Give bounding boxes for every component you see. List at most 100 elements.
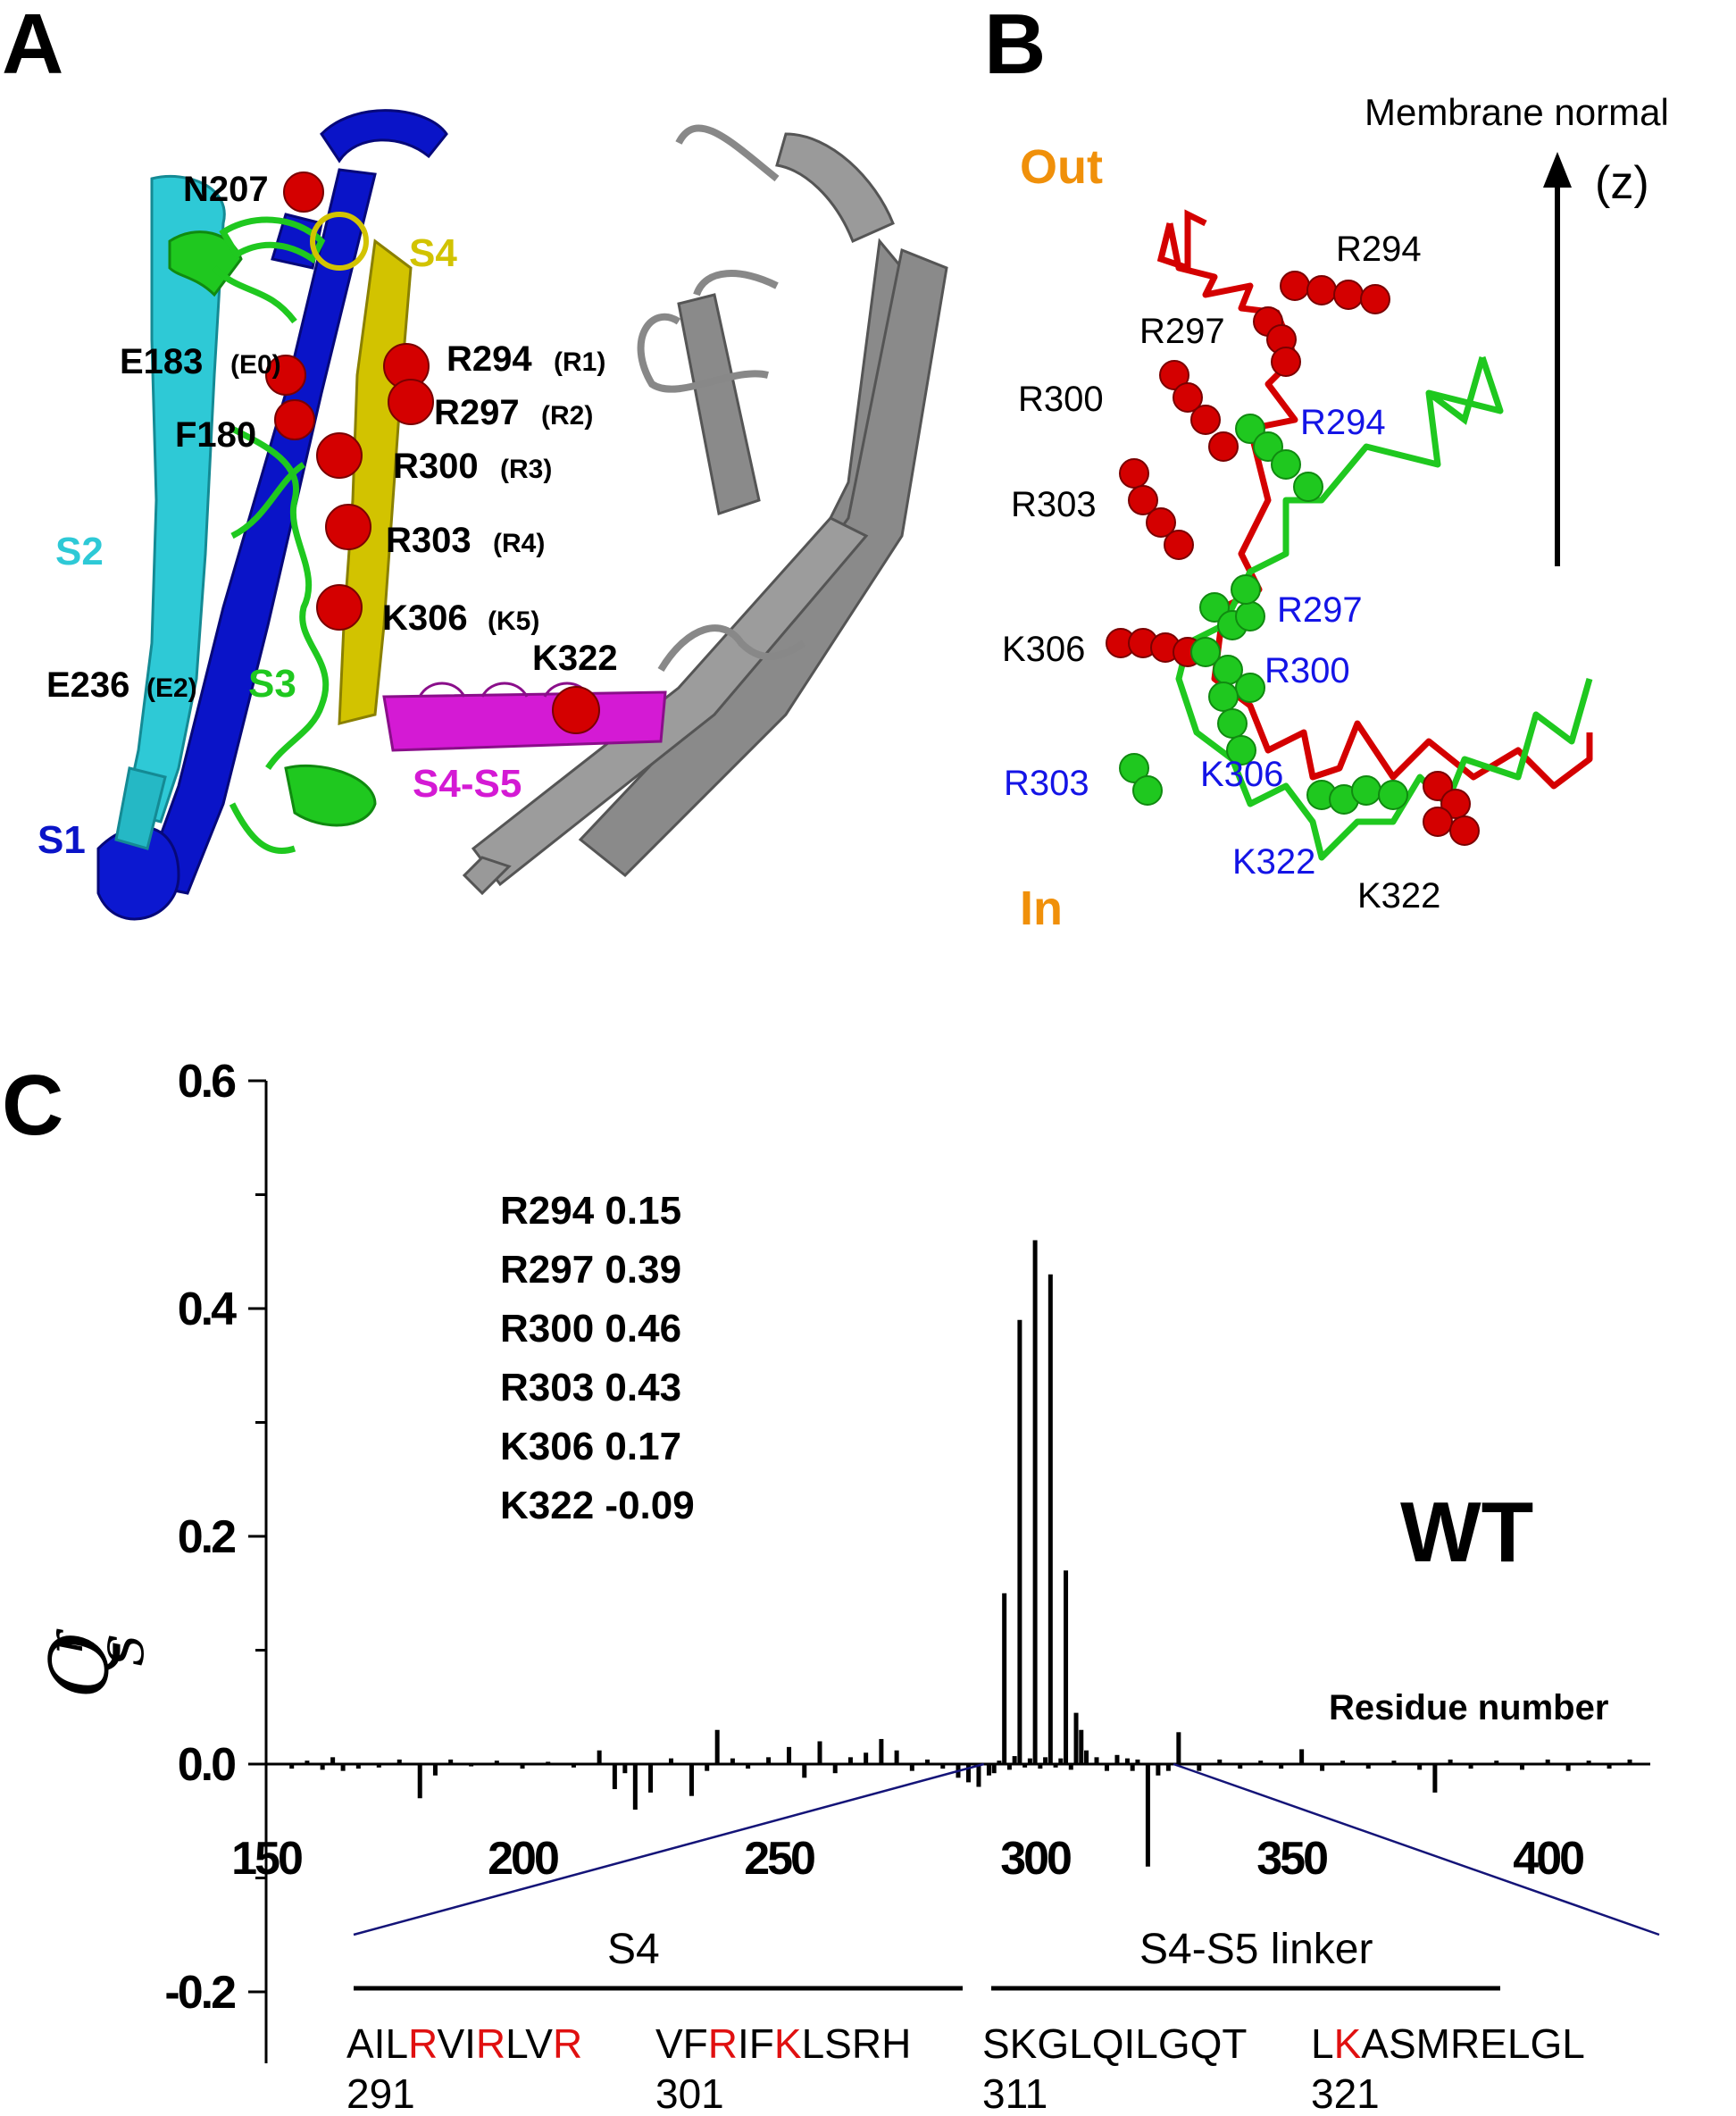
seq-frag: IF (738, 2020, 774, 2067)
x-axis-title: Residue number (1329, 1688, 1608, 1727)
bar (925, 1759, 931, 1764)
bar (1545, 1759, 1550, 1764)
seq-frag: ASMRELGL (1361, 2020, 1585, 2067)
label-r297: R297 (434, 393, 520, 432)
seq-frag: SKGLQILGQT (982, 2020, 1248, 2067)
bar (847, 1757, 853, 1764)
bar-series-wt (289, 1240, 1632, 1867)
label-red-r303: R303 (1011, 485, 1097, 524)
bar (355, 1764, 361, 1769)
bar (1047, 1274, 1053, 1764)
bar (1607, 1764, 1612, 1769)
panel-a-structure (96, 109, 948, 921)
bar (940, 1764, 946, 1769)
label-out: Out (1020, 140, 1103, 194)
bar (1058, 1758, 1064, 1764)
seq-frag: R (476, 2020, 505, 2067)
bar (396, 1759, 402, 1764)
bar (1391, 1761, 1397, 1764)
bar (340, 1764, 346, 1771)
label-s4-s5: S4-S5 (413, 762, 522, 806)
zoom-lines (353, 1762, 1660, 1936)
label-membrane-normal: Membrane normal (1365, 91, 1669, 133)
seq-frag: R (708, 2020, 738, 2067)
y-tick-group: 0.6 0.4 0.2 0.0 -0.2 (164, 1056, 266, 2019)
annotation-line: K306 0.17 (500, 1425, 681, 1468)
bar (1299, 1749, 1305, 1764)
charge-annotations: R294 0.15 R297 0.39 R300 0.46 R303 0.43 … (500, 1189, 695, 1527)
sequence-group-3: SKGLQILGQT (982, 2020, 1248, 2067)
label-s4: S4 (409, 231, 457, 275)
bar (1176, 1732, 1181, 1764)
bar (1432, 1764, 1438, 1793)
bar (714, 1729, 720, 1764)
bar (520, 1764, 525, 1769)
y-tick-label: 0.6 (178, 1056, 236, 1108)
y-axis-title: Q S r (33, 1628, 154, 1699)
bar (1043, 1757, 1048, 1764)
bar (669, 1758, 674, 1764)
bar (894, 1750, 899, 1764)
bar (1238, 1764, 1243, 1769)
label-e236-sub: (E2) (146, 673, 197, 703)
seq-frag: K (774, 2020, 802, 2067)
seq-frag: VI (437, 2020, 475, 2067)
y-tick-label: 0.4 (178, 1284, 237, 1335)
bar (1124, 1758, 1130, 1764)
x-tick-group: 150 200 250 300 350 400 (231, 1833, 1586, 1885)
bar (864, 1752, 869, 1764)
label-blue-r297: R297 (1277, 590, 1363, 630)
s1-helix (96, 109, 448, 921)
red-sidechain-spheres (1106, 271, 1480, 846)
bar (1448, 1759, 1453, 1764)
bar (730, 1758, 735, 1764)
bar (1032, 1240, 1038, 1764)
bar (1017, 1319, 1022, 1764)
annotation-line: R300 0.46 (500, 1307, 681, 1351)
bar (1320, 1764, 1325, 1771)
bar (376, 1764, 381, 1768)
annotation-line: R297 0.39 (500, 1248, 681, 1292)
label-blue-r300: R300 (1264, 651, 1350, 690)
bar (991, 1764, 997, 1774)
bar (1079, 1729, 1084, 1764)
label-e183-sub: (E0) (230, 350, 281, 380)
bar (1135, 1759, 1140, 1764)
s4-s5-linker-helix (382, 682, 667, 752)
bar (1519, 1764, 1524, 1770)
x-tick-label: 400 (1513, 1833, 1583, 1885)
red-loop (1156, 209, 1207, 272)
x-tick-label: 250 (744, 1833, 814, 1885)
label-r303: R303 (386, 521, 472, 560)
condition-label-wt: WT (1400, 1485, 1533, 1580)
annotation-line: K322 -0.09 (500, 1484, 695, 1527)
bar (766, 1757, 772, 1764)
zoom-label-s4: S4 (607, 1926, 660, 1973)
bar (997, 1761, 1002, 1764)
bar (622, 1764, 628, 1774)
label-e183: E183 (120, 342, 203, 381)
label-blue-r294: R294 (1300, 403, 1386, 442)
sequence-group-2: VFRIFKLSRH (655, 2020, 911, 2067)
bar (802, 1764, 807, 1778)
sequence-number: 291 (346, 2070, 415, 2116)
label-f180: F180 (175, 415, 256, 455)
sequence-number: 301 (655, 2070, 724, 2116)
green-loop (1426, 356, 1486, 425)
sequence-zoom: S4 S4-S5 linker AILRVIRLVR VFRIFKLSRH SK… (346, 1926, 1585, 2116)
charged-residue-atoms (265, 171, 600, 734)
bar (1006, 1764, 1012, 1770)
label-z-axis: (z) (1595, 157, 1649, 209)
bar (1494, 1761, 1499, 1764)
bar (1340, 1761, 1346, 1764)
bar (546, 1761, 551, 1764)
y-tick-label: 0.0 (178, 1739, 235, 1791)
label-red-k306: K306 (1002, 630, 1085, 669)
label-in: In (1020, 882, 1063, 935)
bar (448, 1759, 454, 1764)
x-tick-label: 300 (1000, 1833, 1071, 1885)
bar (1104, 1764, 1109, 1771)
bar (1012, 1756, 1017, 1764)
bar (1002, 1593, 1007, 1764)
